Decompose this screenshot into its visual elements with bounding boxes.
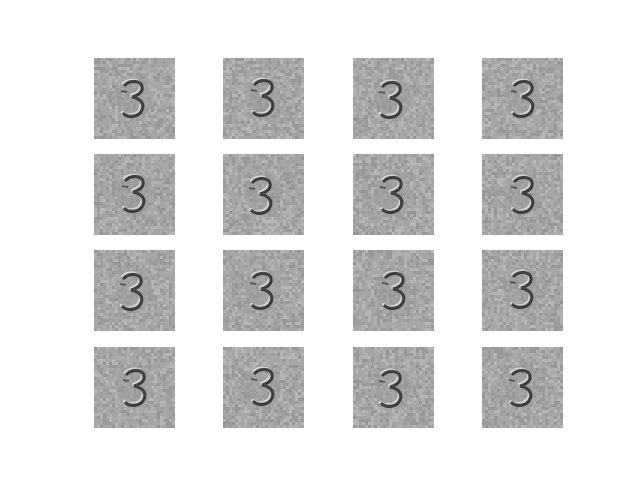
sample-tile xyxy=(94,347,175,428)
digit-sample-image xyxy=(482,347,563,428)
sample-tile xyxy=(223,58,304,139)
digit-three-glyph xyxy=(122,367,147,407)
sample-tile xyxy=(482,250,563,331)
sample-tile xyxy=(223,154,304,235)
digit-sample-image xyxy=(94,154,175,235)
digit-sample-image xyxy=(223,347,304,428)
sample-tile xyxy=(223,347,304,428)
digit-three-glyph xyxy=(250,77,275,117)
digit-three-glyph xyxy=(510,78,535,118)
digit-sample-image xyxy=(94,347,175,428)
digit-sample-image xyxy=(94,58,175,139)
digit-sample-image xyxy=(482,154,563,235)
sample-tile xyxy=(353,347,434,428)
sample-tile xyxy=(94,154,175,235)
digit-three-glyph xyxy=(378,368,403,408)
sample-tile xyxy=(482,154,563,235)
sample-tile xyxy=(223,250,304,331)
sample-tile xyxy=(482,58,563,139)
digit-three-glyph xyxy=(119,271,144,311)
sample-tile xyxy=(353,58,434,139)
sample-tile xyxy=(353,154,434,235)
digit-three-glyph xyxy=(121,173,146,213)
sample-tile xyxy=(482,347,563,428)
digit-sample-image xyxy=(353,347,434,428)
digit-sample-image xyxy=(223,154,304,235)
digit-three-glyph xyxy=(120,78,145,118)
digit-sample-image xyxy=(353,250,434,331)
sample-tile xyxy=(353,250,434,331)
digit-three-glyph xyxy=(378,79,403,119)
digit-sample-image xyxy=(94,250,175,331)
digit-three-glyph xyxy=(249,270,274,310)
digit-three-glyph xyxy=(510,174,535,214)
digit-three-glyph xyxy=(508,367,533,407)
digit-sample-image xyxy=(482,58,563,139)
digit-sample-image xyxy=(353,154,434,235)
digit-three-glyph xyxy=(381,270,406,310)
sample-tile xyxy=(94,58,175,139)
digit-sample-image xyxy=(482,250,563,331)
digit-three-glyph xyxy=(248,175,273,215)
digit-three-glyph xyxy=(509,269,534,309)
digit-sample-image xyxy=(223,58,304,139)
digit-three-glyph xyxy=(379,174,404,214)
digit-sample-image xyxy=(223,250,304,331)
digit-three-glyph xyxy=(250,366,275,406)
sample-tile xyxy=(94,250,175,331)
digit-sample-image xyxy=(353,58,434,139)
